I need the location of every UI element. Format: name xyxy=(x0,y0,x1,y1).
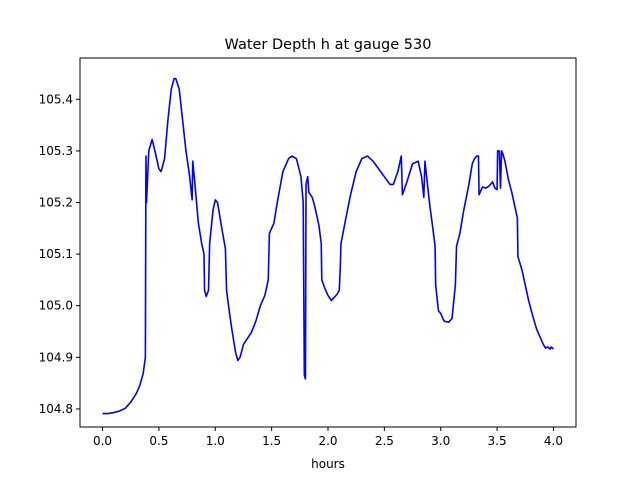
x-tick-label: 2.5 xyxy=(375,434,394,448)
y-tick-label: 105.1 xyxy=(39,247,73,261)
x-tick-label: 3.0 xyxy=(431,434,450,448)
x-tick-label: 3.5 xyxy=(488,434,507,448)
series-line-0 xyxy=(102,77,554,415)
y-axis: 104.8 104.9 105.0 105.1 105.2 105.3 105.4 xyxy=(39,92,80,416)
x-tick-label: 0.0 xyxy=(93,434,112,448)
plot-area xyxy=(102,77,554,415)
x-tick-label: 4.0 xyxy=(544,434,563,448)
y-tick-label: 105.2 xyxy=(39,196,73,210)
x-tick-label: 1.0 xyxy=(206,434,225,448)
plot-frame xyxy=(79,57,577,428)
x-tick-label: 0.5 xyxy=(149,434,168,448)
y-tick-label: 104.8 xyxy=(39,402,73,416)
x-axis-label: hours xyxy=(311,457,345,471)
x-axis: 0.0 0.5 1.0 1.5 2.0 2.5 3.0 3.5 4.0 xyxy=(93,427,563,448)
y-tick-label: 105.4 xyxy=(39,92,73,106)
x-tick-label: 2.0 xyxy=(318,434,337,448)
y-tick-label: 105.3 xyxy=(39,144,73,158)
y-tick-label: 105.0 xyxy=(39,299,73,313)
chart-title: Water Depth h at gauge 530 xyxy=(225,37,432,53)
y-tick-label: 104.9 xyxy=(39,350,73,364)
x-tick-label: 1.5 xyxy=(262,434,281,448)
